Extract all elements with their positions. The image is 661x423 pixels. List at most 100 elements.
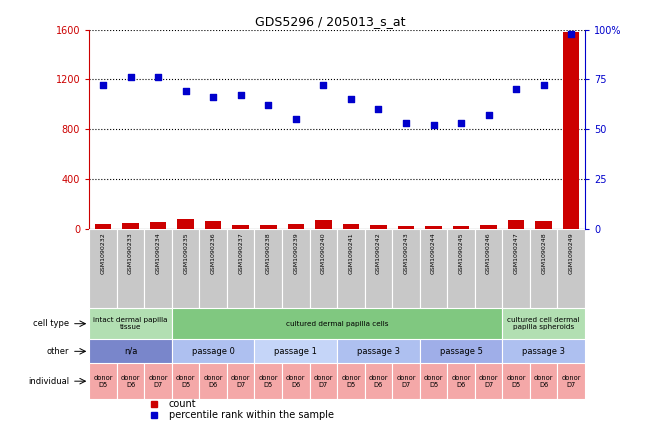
Point bbox=[125, 74, 136, 81]
Text: donor
D5: donor D5 bbox=[424, 375, 444, 388]
Text: GSM1090245: GSM1090245 bbox=[459, 233, 463, 274]
Bar bbox=[282, 363, 309, 399]
Text: donor
D7: donor D7 bbox=[313, 375, 333, 388]
Bar bbox=[392, 228, 420, 308]
Bar bbox=[200, 228, 227, 308]
Bar bbox=[288, 224, 304, 228]
Bar bbox=[172, 339, 254, 363]
Bar bbox=[254, 228, 282, 308]
Point bbox=[483, 112, 494, 118]
Bar bbox=[122, 223, 139, 228]
Bar bbox=[502, 363, 530, 399]
Bar bbox=[254, 363, 282, 399]
Text: passage 5: passage 5 bbox=[440, 347, 483, 356]
Text: intact dermal papilla
tissue: intact dermal papilla tissue bbox=[93, 317, 168, 330]
Text: n/a: n/a bbox=[124, 347, 137, 356]
Bar bbox=[177, 219, 194, 228]
Bar bbox=[227, 363, 254, 399]
Point bbox=[346, 96, 356, 103]
Bar bbox=[200, 363, 227, 399]
Text: GSM1090240: GSM1090240 bbox=[321, 233, 326, 274]
Point bbox=[318, 82, 329, 89]
Bar bbox=[315, 220, 332, 228]
Text: GSM1090247: GSM1090247 bbox=[514, 233, 519, 275]
Bar bbox=[205, 221, 221, 228]
Point bbox=[373, 106, 383, 113]
Text: donor
D5: donor D5 bbox=[341, 375, 361, 388]
Bar bbox=[254, 339, 337, 363]
Bar bbox=[117, 228, 144, 308]
Text: donor
D7: donor D7 bbox=[231, 375, 251, 388]
Text: GSM1090238: GSM1090238 bbox=[266, 233, 271, 274]
Bar bbox=[447, 228, 475, 308]
Bar bbox=[365, 363, 392, 399]
Text: GSM1090232: GSM1090232 bbox=[100, 233, 106, 275]
Text: donor
D5: donor D5 bbox=[258, 375, 278, 388]
Text: GSM1090248: GSM1090248 bbox=[541, 233, 546, 274]
Text: donor
D5: donor D5 bbox=[506, 375, 526, 388]
Text: GSM1090249: GSM1090249 bbox=[568, 233, 574, 275]
Bar bbox=[475, 363, 502, 399]
Text: other: other bbox=[47, 347, 69, 356]
Text: donor
D6: donor D6 bbox=[369, 375, 388, 388]
Text: passage 1: passage 1 bbox=[274, 347, 317, 356]
Bar bbox=[117, 363, 144, 399]
Text: donor
D6: donor D6 bbox=[121, 375, 140, 388]
Text: passage 0: passage 0 bbox=[192, 347, 235, 356]
Bar bbox=[227, 228, 254, 308]
Text: donor
D7: donor D7 bbox=[148, 375, 168, 388]
Text: donor
D7: donor D7 bbox=[479, 375, 498, 388]
Text: GSM1090239: GSM1090239 bbox=[293, 233, 298, 275]
Text: GSM1090236: GSM1090236 bbox=[211, 233, 215, 274]
Text: donor
D6: donor D6 bbox=[204, 375, 223, 388]
Bar bbox=[502, 228, 530, 308]
Text: cell type: cell type bbox=[33, 319, 69, 328]
Point bbox=[291, 116, 301, 123]
Point bbox=[208, 94, 218, 101]
Text: GSM1090237: GSM1090237 bbox=[238, 233, 243, 275]
Bar bbox=[420, 363, 447, 399]
Bar bbox=[502, 308, 585, 339]
Point bbox=[98, 82, 108, 89]
Bar bbox=[144, 363, 172, 399]
Point bbox=[263, 102, 274, 109]
Text: GSM1090243: GSM1090243 bbox=[403, 233, 408, 275]
Bar bbox=[233, 225, 249, 228]
Text: donor
D6: donor D6 bbox=[451, 375, 471, 388]
Bar bbox=[309, 228, 337, 308]
Bar bbox=[89, 339, 172, 363]
Bar bbox=[309, 363, 337, 399]
Text: cultured dermal papilla cells: cultured dermal papilla cells bbox=[286, 321, 389, 327]
Bar bbox=[89, 363, 117, 399]
Point bbox=[511, 86, 522, 93]
Text: GSM1090241: GSM1090241 bbox=[348, 233, 354, 274]
Text: percentile rank within the sample: percentile rank within the sample bbox=[169, 410, 334, 420]
Text: GSM1090244: GSM1090244 bbox=[431, 233, 436, 275]
Text: individual: individual bbox=[28, 376, 69, 386]
Bar bbox=[370, 225, 387, 228]
Point bbox=[428, 122, 439, 129]
Bar bbox=[425, 226, 442, 228]
Text: passage 3: passage 3 bbox=[522, 347, 565, 356]
Bar bbox=[89, 308, 172, 339]
Bar bbox=[95, 224, 111, 228]
Text: GSM1090246: GSM1090246 bbox=[486, 233, 491, 274]
Text: GDS5296 / 205013_s_at: GDS5296 / 205013_s_at bbox=[255, 15, 406, 28]
Text: donor
D5: donor D5 bbox=[93, 375, 113, 388]
Bar bbox=[557, 228, 585, 308]
Text: passage 3: passage 3 bbox=[357, 347, 400, 356]
Bar bbox=[420, 228, 447, 308]
Text: GSM1090235: GSM1090235 bbox=[183, 233, 188, 274]
Bar bbox=[398, 225, 414, 228]
Bar bbox=[89, 228, 117, 308]
Bar bbox=[260, 225, 276, 228]
Bar bbox=[447, 363, 475, 399]
Bar bbox=[150, 222, 167, 228]
Point bbox=[235, 92, 246, 99]
Text: GSM1090234: GSM1090234 bbox=[155, 233, 161, 275]
Bar bbox=[337, 363, 365, 399]
Bar bbox=[172, 228, 200, 308]
Bar bbox=[282, 228, 309, 308]
Bar bbox=[535, 221, 552, 228]
Text: donor
D7: donor D7 bbox=[561, 375, 581, 388]
